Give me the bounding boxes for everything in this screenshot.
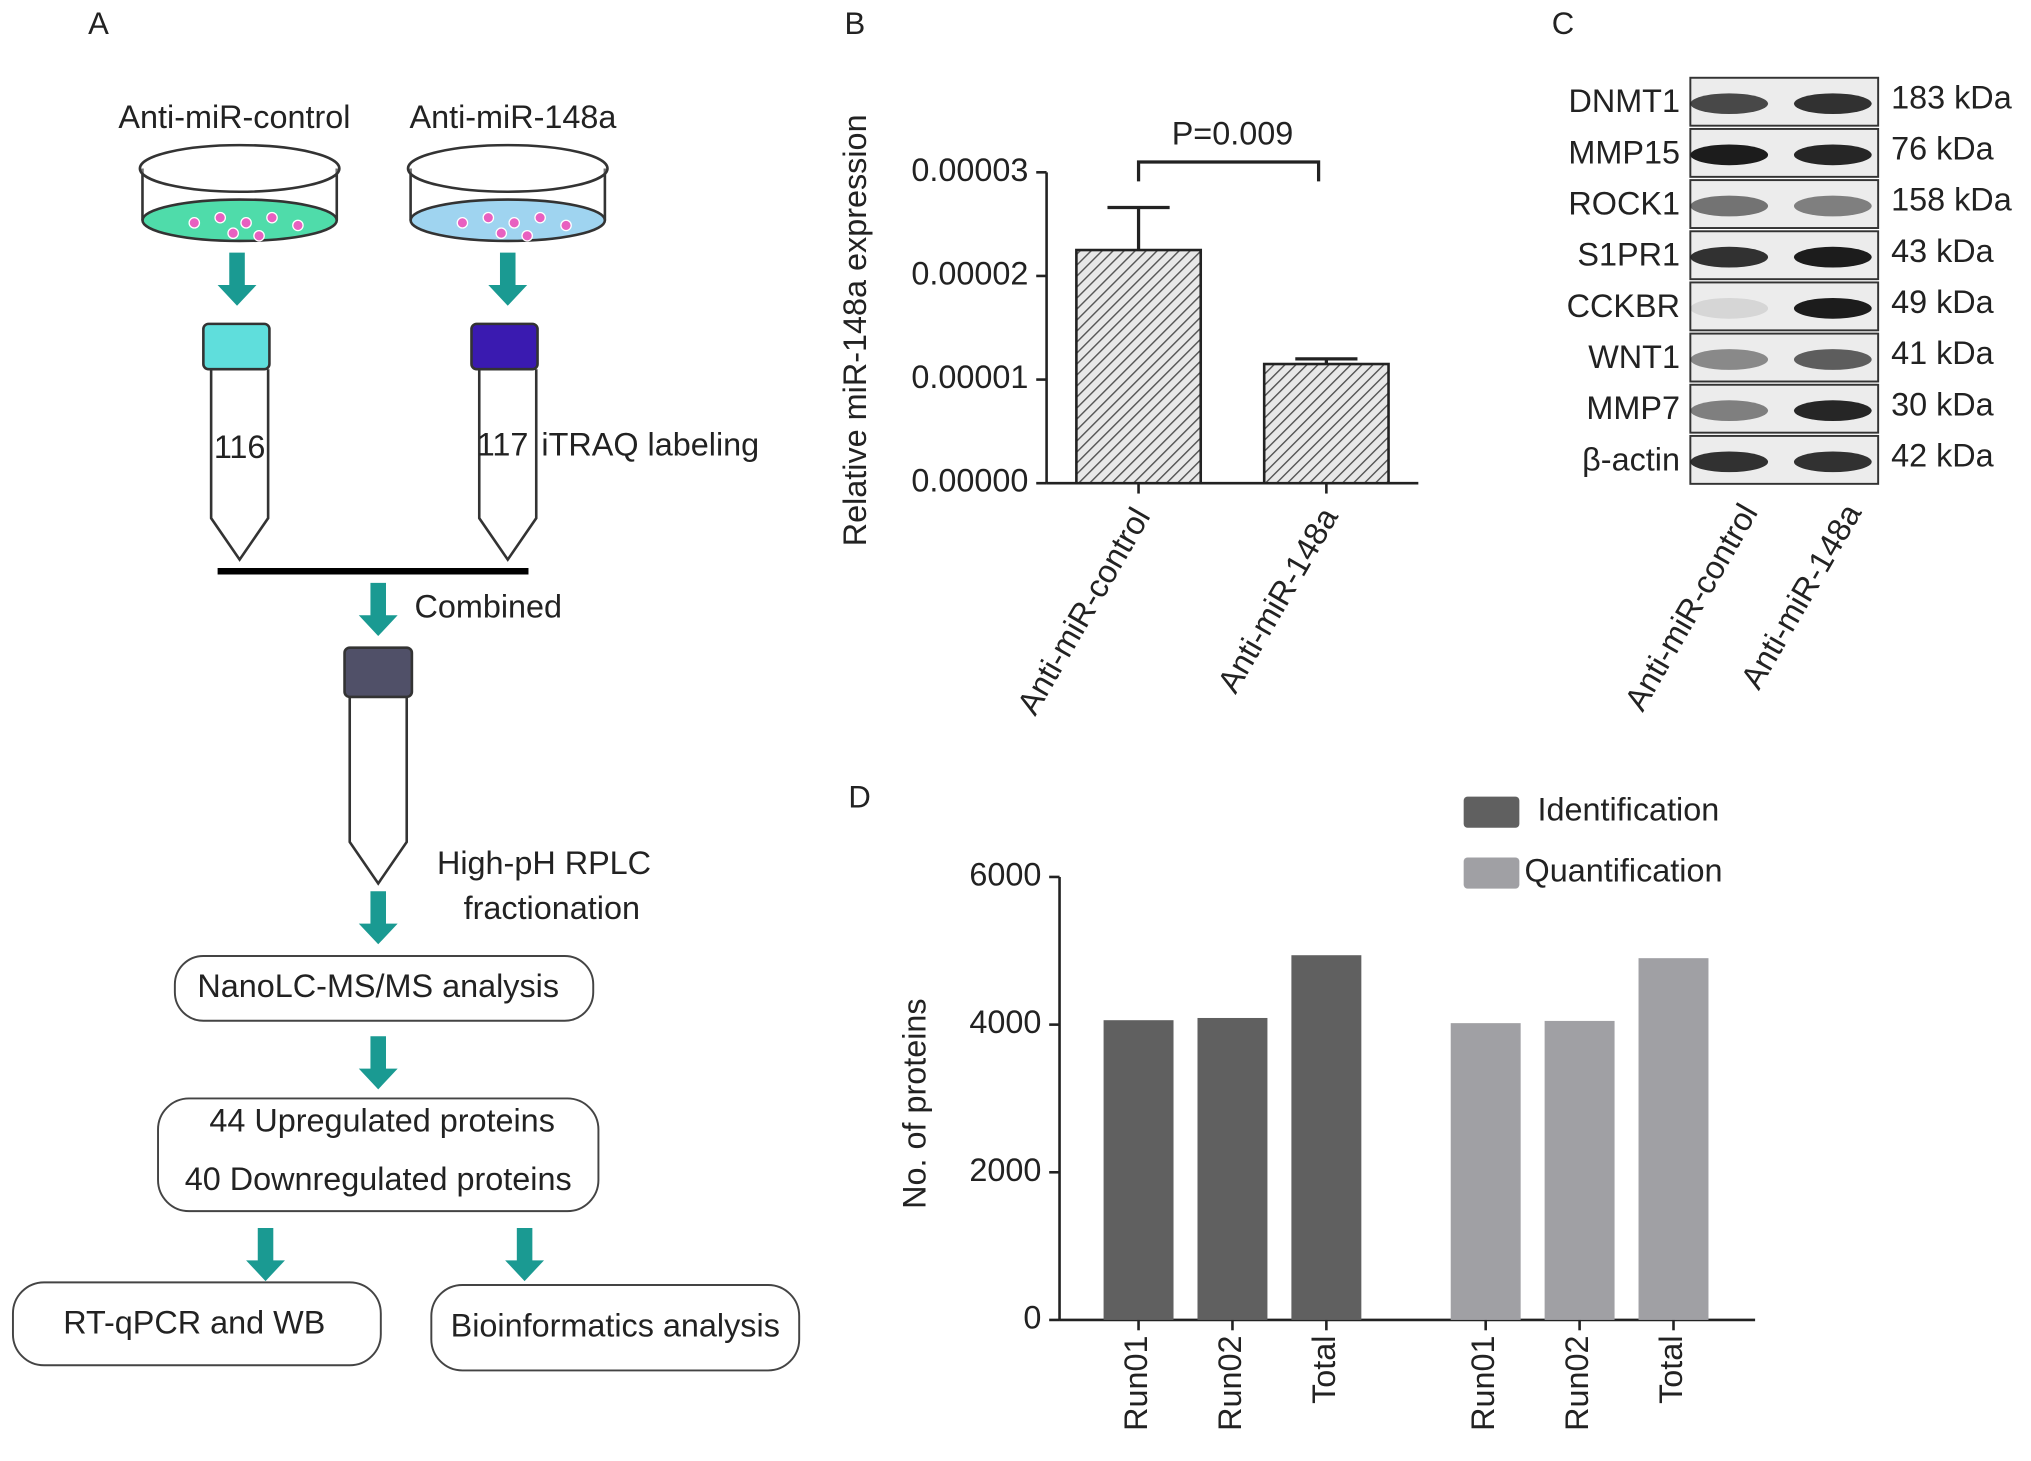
box-text: RT-qPCR and WB [63,1305,325,1341]
band [1690,451,1769,473]
band [1793,195,1872,217]
box-text: 44 Upregulated proteins [209,1103,555,1139]
step-box [11,954,801,1372]
bar [1291,955,1362,1320]
protein-label: ROCK1 [1568,186,1680,222]
legend-swatch [1463,796,1520,828]
panel-label: B [845,6,866,41]
x-tick-label: Run02 [1212,1335,1248,1430]
bar [1103,1020,1174,1320]
x-tick-label: Run01 [1465,1335,1501,1430]
band [1690,246,1769,268]
size-label: 43 kDa [1891,233,1994,269]
significance-bracket [1136,160,1321,182]
x-tick-label: Anti-miR-148a [1210,501,1345,698]
bar [1638,958,1709,1320]
legend-label: Quantification [1525,853,1723,889]
protein-label: MMP7 [1586,390,1680,426]
band [1690,349,1769,370]
legend-label: Identification [1537,792,1719,828]
panel-label: C [1552,6,1574,41]
protein-label: S1PR1 [1577,237,1680,273]
x-tick-label: Total [1306,1335,1342,1403]
band [1793,93,1872,115]
group-label: Anti-miR-control [118,99,350,135]
panel-a: A Anti-miR-control Anti-miR-148a 116 117… [11,6,801,1372]
western-blot: DNMT1 183 kDa MMP15 76 kDa ROCK1 158 kDa S1PR1… [1567,76,2012,717]
protein-label: WNT1 [1588,339,1680,375]
band [1793,246,1872,268]
y-tick-label: 0.00001 [911,359,1028,395]
y-tick-label: 0.00003 [911,152,1028,188]
bar [1075,248,1203,485]
error-bar [1295,357,1358,365]
tube [202,322,539,886]
annotation: P=0.009 [1172,116,1294,152]
protein-label: MMP15 [1568,134,1680,170]
panel-label: A [88,6,109,41]
y-tick-label: 6000 [969,857,1041,893]
band [1690,400,1769,422]
step-text: fractionation [464,890,640,926]
x-tick-label: Run01 [1118,1335,1154,1430]
y-tick-label: 4000 [969,1004,1041,1040]
size-label: 76 kDa [1891,130,1994,166]
y-tick-label: 0 [1023,1299,1041,1335]
tube-label: 116 [214,429,266,465]
dish [138,143,609,243]
size-label: 49 kDa [1891,284,1994,320]
size-label: 41 kDa [1891,335,1994,371]
band [1690,144,1769,166]
y-axis-label: Relative miR-148a expression [837,114,873,546]
band [1793,451,1872,473]
cells [188,211,572,242]
arrow [217,252,545,1282]
y-tick-label: 0.00000 [911,463,1028,499]
step-text: High-pH RPLC [437,845,651,881]
band [1690,297,1769,319]
protein-label: DNMT1 [1568,83,1680,119]
band [1690,93,1769,115]
bar [1262,362,1390,485]
box-text: Bioinformatics analysis [451,1307,780,1343]
band [1793,144,1872,166]
band [1793,400,1872,422]
lane-label: Anti-miR-control [1617,498,1764,717]
box-text: 40 Downregulated proteins [185,1161,572,1197]
x-tick-label: Anti-miR-control [1010,501,1157,720]
step-text: Combined [414,588,562,624]
bar [1450,1023,1521,1320]
band [1793,349,1872,370]
band [1793,297,1872,319]
y-tick-label: 0.00002 [911,255,1028,291]
legend-swatch [1463,857,1520,889]
size-label: 158 kDa [1891,182,2012,218]
error-bar [1107,205,1170,251]
size-label: 42 kDa [1891,437,1994,473]
size-label: 30 kDa [1891,386,1994,422]
y-axis-label: No. of proteins [897,998,933,1209]
y-tick-label: 2000 [969,1152,1041,1188]
x-tick-label: Total [1653,1335,1689,1403]
box-text: NanoLC-MS/MS analysis [197,968,559,1004]
panel-label: D [848,779,870,814]
bar [1544,1020,1615,1320]
band [1690,195,1769,217]
tube-label: 117 [477,426,529,462]
group-label: Anti-miR-148a [409,99,616,135]
protein-label: β-actin [1582,441,1680,477]
x-tick-label: Run02 [1559,1335,1595,1430]
labeling-text: iTRAQ labeling [541,426,759,462]
bar [1197,1017,1268,1320]
size-label: 183 kDa [1891,79,2012,115]
protein-label: CCKBR [1567,288,1680,324]
